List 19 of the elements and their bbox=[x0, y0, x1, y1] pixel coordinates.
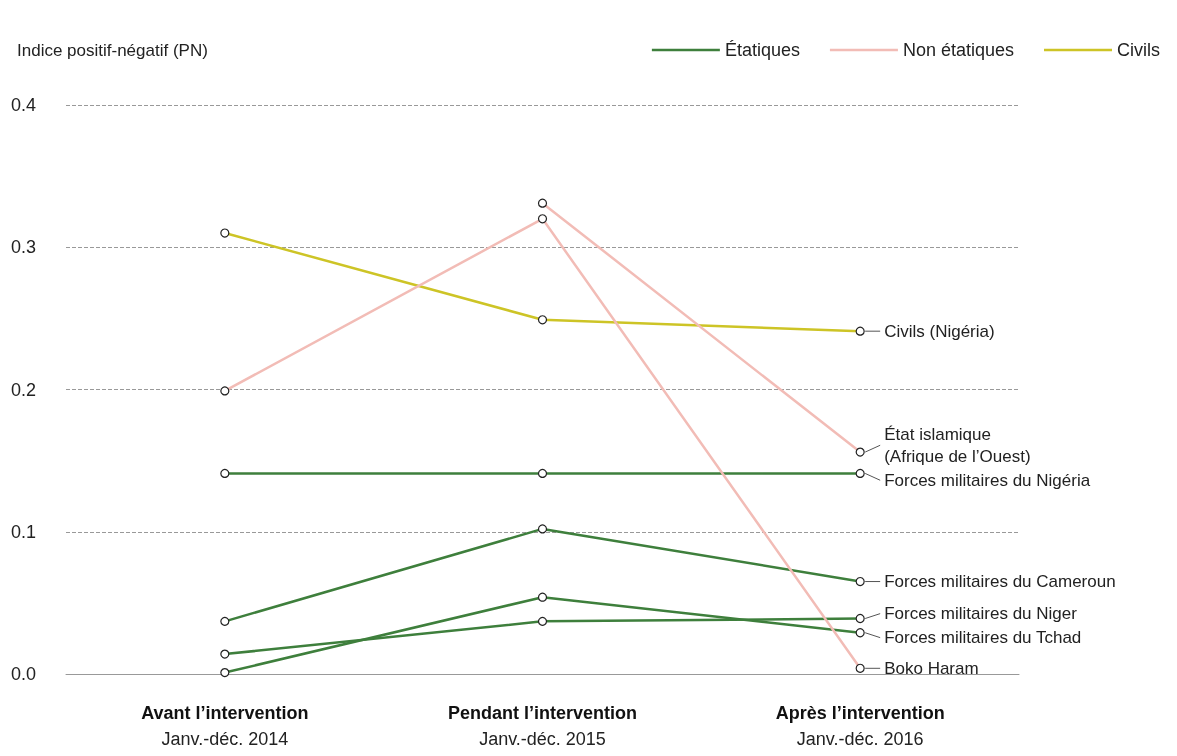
legend-label: Non étatiques bbox=[902, 40, 1015, 60]
legend-label: Civils bbox=[1117, 40, 1160, 60]
y-tick-label: 0.1 bbox=[11, 521, 37, 542]
series-label: Boko Haram bbox=[884, 658, 979, 678]
legend-label: Étatiques bbox=[724, 40, 800, 60]
series-label: Forces militaires du Tchad bbox=[884, 628, 1082, 648]
y-tick-label: 0.4 bbox=[11, 95, 37, 115]
x-tick-label: Avant l’intervention Janv.-déc. 2014 bbox=[141, 703, 309, 749]
series-label: Forces militaires du Cameroun bbox=[884, 572, 1116, 592]
y-tick-label: 0.0 bbox=[11, 664, 37, 684]
y-axis-title: Indice positif-négatif (PN) bbox=[17, 41, 208, 60]
series-label: Forces militaires du Niger bbox=[884, 604, 1078, 624]
y-tick-label: 0.3 bbox=[11, 237, 37, 258]
x-tick-label: Après l’intervention Janv.-déc. 2016 bbox=[775, 703, 945, 749]
y-tick-label: 0.2 bbox=[11, 379, 37, 400]
series-label: État islamique (Afrique de l’Ouest) bbox=[884, 424, 1031, 466]
x-tick-label: Pendant l’intervention Janv.-déc. 2015 bbox=[447, 703, 638, 749]
series-label: Civils (Nigéria) bbox=[884, 321, 995, 341]
series-label: Forces militaires du Nigéria bbox=[884, 470, 1091, 490]
